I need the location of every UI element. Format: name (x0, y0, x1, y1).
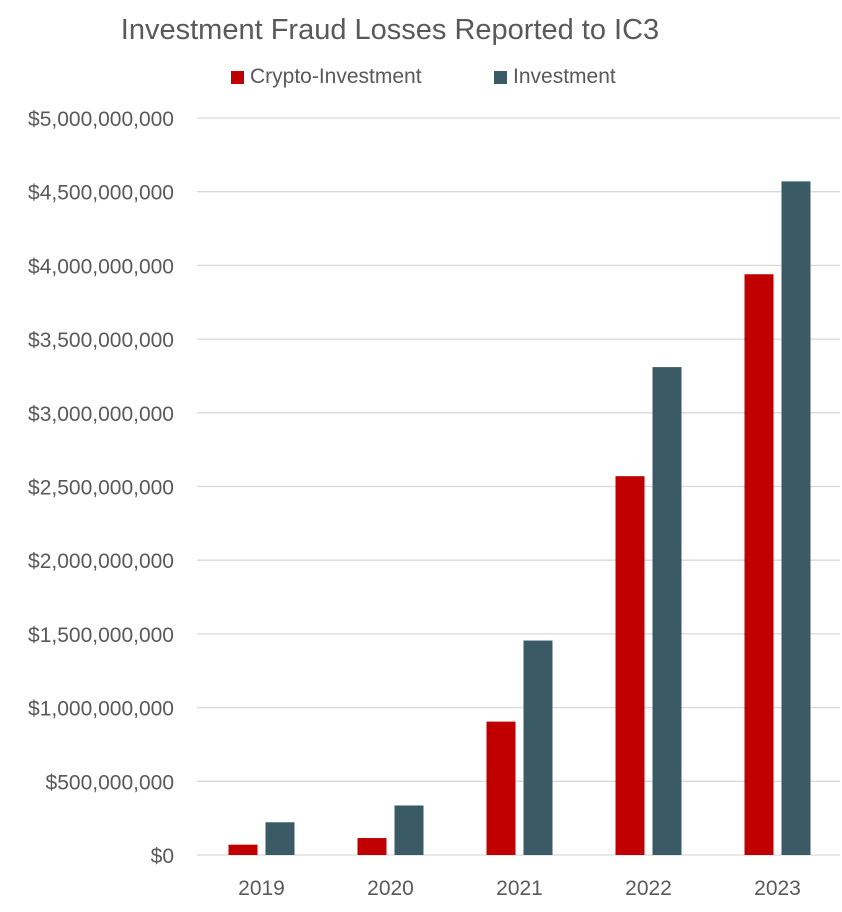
legend-label-crypto-investment: Crypto-Investment (250, 65, 422, 88)
y-tick-label: $2,500,000,000 (28, 477, 174, 500)
bar-crypto-investment-2020 (357, 838, 387, 855)
x-tick-label: 2022 (625, 877, 672, 900)
x-tick-label: 2023 (754, 877, 801, 900)
bar-crypto-investment-2021 (486, 721, 516, 855)
y-tick-label: $0 (151, 845, 174, 868)
bar-crypto-investment-2019 (228, 844, 258, 855)
y-tick-label: $500,000,000 (46, 771, 174, 794)
legend-item-investment: Investment (494, 62, 616, 92)
bar-investment-2019 (265, 822, 295, 855)
x-tick-label: 2021 (496, 877, 543, 900)
legend-swatch-investment (494, 70, 507, 84)
y-tick-label: $5,000,000,000 (28, 108, 174, 131)
y-tick-label: $3,500,000,000 (28, 329, 174, 352)
legend-swatch-crypto-investment (231, 70, 244, 84)
bar-investment-2020 (394, 805, 424, 855)
bar-crypto-investment-2023 (744, 274, 774, 855)
bar-investment-2022 (652, 367, 682, 855)
y-tick-label: $3,000,000,000 (28, 403, 174, 426)
bar-investment-2023 (781, 181, 811, 855)
chart-title: Investment Fraud Losses Reported to IC3 (120, 14, 660, 46)
x-tick-label: 2019 (238, 877, 285, 900)
legend: Crypto-Investment Investment (0, 62, 842, 92)
bar-crypto-investment-2022 (615, 476, 645, 855)
y-tick-label: $1,500,000,000 (28, 624, 174, 647)
legend-label-investment: Investment (513, 65, 616, 88)
y-tick-label: $1,000,000,000 (28, 698, 174, 721)
legend-item-crypto-investment: Crypto-Investment (231, 62, 422, 92)
y-tick-label: $2,000,000,000 (28, 550, 174, 573)
x-tick-label: 2020 (367, 877, 414, 900)
bar-investment-2021 (523, 640, 553, 855)
y-tick-label: $4,000,000,000 (28, 255, 174, 278)
y-tick-label: $4,500,000,000 (28, 182, 174, 205)
